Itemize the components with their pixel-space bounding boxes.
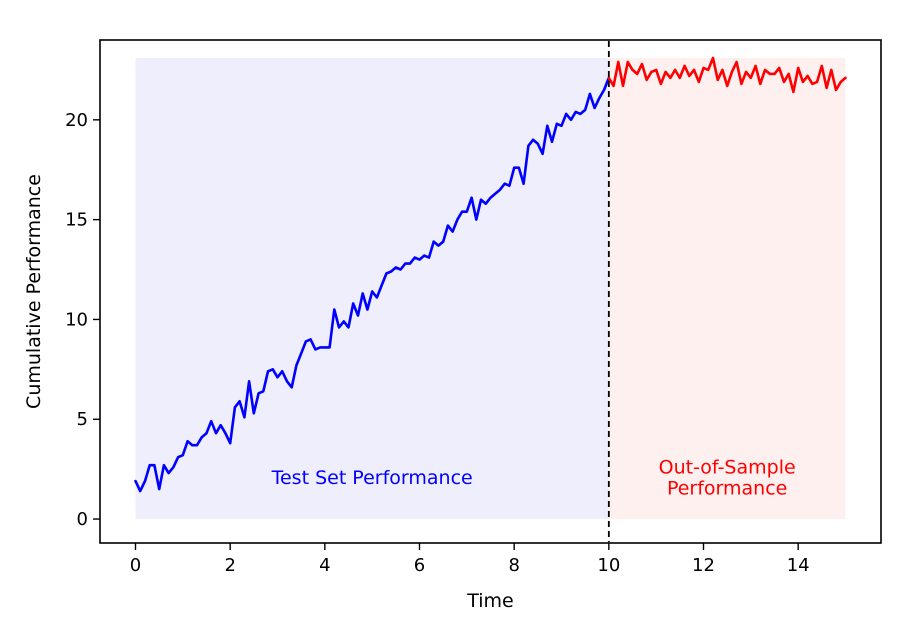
shaded-region-1 bbox=[135, 57, 609, 520]
x-tick-label: 12 bbox=[692, 555, 715, 576]
plot-frame bbox=[99, 39, 882, 544]
x-tick-label: 6 bbox=[414, 555, 425, 576]
y-tick-label: 10 bbox=[65, 309, 88, 330]
x-tick-label: 10 bbox=[597, 555, 620, 576]
y-tick-label: 15 bbox=[65, 210, 88, 231]
shaded-regions bbox=[135, 57, 846, 520]
region-annotation-2: Out-of-Sample Performance bbox=[659, 457, 796, 500]
series-line-1 bbox=[134, 76, 611, 493]
series-lines bbox=[134, 56, 847, 493]
region-annotation-1: Test Set Performance bbox=[271, 467, 473, 489]
shaded-region-2 bbox=[608, 57, 846, 520]
x-axis-ticks: 0 2 4 6 8 10 12 14 bbox=[130, 543, 810, 576]
y-tick-label: 5 bbox=[77, 409, 88, 430]
x-tick-label: 4 bbox=[319, 555, 330, 576]
series-line-2 bbox=[607, 56, 847, 94]
x-tick-label: 8 bbox=[508, 555, 519, 576]
y-axis-ticks: 0 5 10 15 20 bbox=[65, 110, 100, 530]
x-tick-label: 0 bbox=[130, 555, 141, 576]
x-tick-label: 2 bbox=[224, 555, 235, 576]
x-axis-label: Time bbox=[466, 590, 514, 612]
x-tick-label: 14 bbox=[787, 555, 810, 576]
y-tick-label: 0 bbox=[77, 509, 88, 530]
y-tick-label: 20 bbox=[65, 110, 88, 131]
region-annotations: Test Set Performance Out-of-Sample Perform… bbox=[271, 457, 796, 500]
y-axis-label: Cumulative Performance bbox=[23, 174, 45, 409]
